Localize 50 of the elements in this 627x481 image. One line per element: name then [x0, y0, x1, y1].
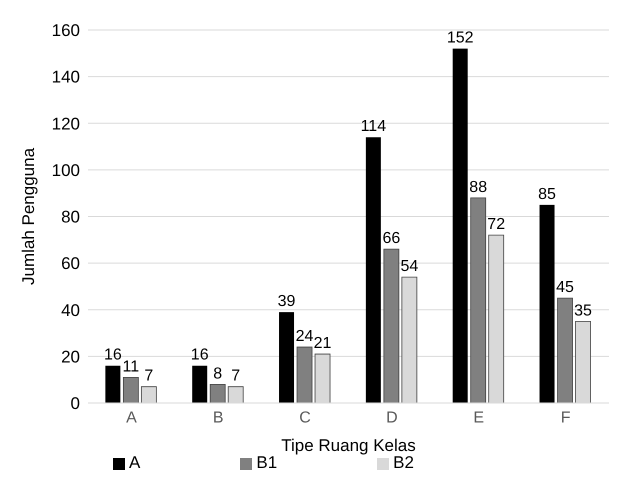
- y-tick-label: 140: [52, 68, 80, 87]
- y-tick-label: 80: [61, 208, 80, 227]
- y-tick-label: 0: [70, 394, 80, 414]
- y-tick-label: 60: [61, 254, 80, 274]
- y-tick-label: 160: [52, 21, 80, 40]
- data-label: 54: [400, 258, 418, 276]
- data-label: 21: [314, 335, 332, 352]
- legend-label: B2: [393, 453, 414, 472]
- bar: [452, 48, 468, 403]
- bar: [383, 248, 400, 403]
- data-label: 7: [231, 368, 240, 385]
- x-tick-label: D: [386, 409, 398, 426]
- data-label: 8: [213, 365, 222, 382]
- data-label: 11: [122, 358, 140, 376]
- bar: [122, 376, 139, 403]
- y-axis-title: Jumlah Pengguna: [19, 147, 38, 286]
- data-label: 39: [278, 293, 296, 310]
- data-label: 7: [144, 368, 154, 385]
- bar: [210, 384, 226, 403]
- data-label: 24: [296, 328, 314, 346]
- data-label: 66: [382, 230, 400, 248]
- y-tick-label: 40: [61, 300, 80, 320]
- x-tick-label: E: [473, 409, 484, 426]
- legend-label: B1: [256, 453, 278, 472]
- bar: [296, 346, 312, 403]
- data-label: 88: [469, 178, 488, 196]
- x-tick-label: C: [299, 409, 311, 426]
- data-label: 35: [574, 302, 592, 320]
- bar: [366, 137, 381, 403]
- data-label: 72: [487, 216, 506, 234]
- bar: [105, 366, 120, 403]
- y-tick-label: 20: [61, 347, 80, 366]
- bar: [279, 312, 294, 403]
- data-label: 114: [360, 118, 386, 136]
- x-tick-label: B: [212, 409, 224, 426]
- data-label: 85: [538, 186, 556, 203]
- data-label: 45: [556, 279, 574, 296]
- legend-label: A: [129, 453, 140, 472]
- x-tick-label: A: [126, 409, 138, 426]
- x-axis-title: Tipe Ruang Kelas: [281, 436, 416, 455]
- bar: [470, 197, 486, 403]
- data-label: 16: [190, 346, 209, 364]
- bar: [540, 204, 555, 403]
- y-tick-label: 100: [52, 160, 80, 180]
- y-tick-label: 120: [52, 114, 80, 134]
- data-label: 152: [446, 30, 474, 47]
- bar: [557, 298, 573, 403]
- bar: [192, 366, 208, 403]
- x-tick-label: F: [560, 409, 571, 426]
- data-label: 16: [104, 346, 122, 364]
